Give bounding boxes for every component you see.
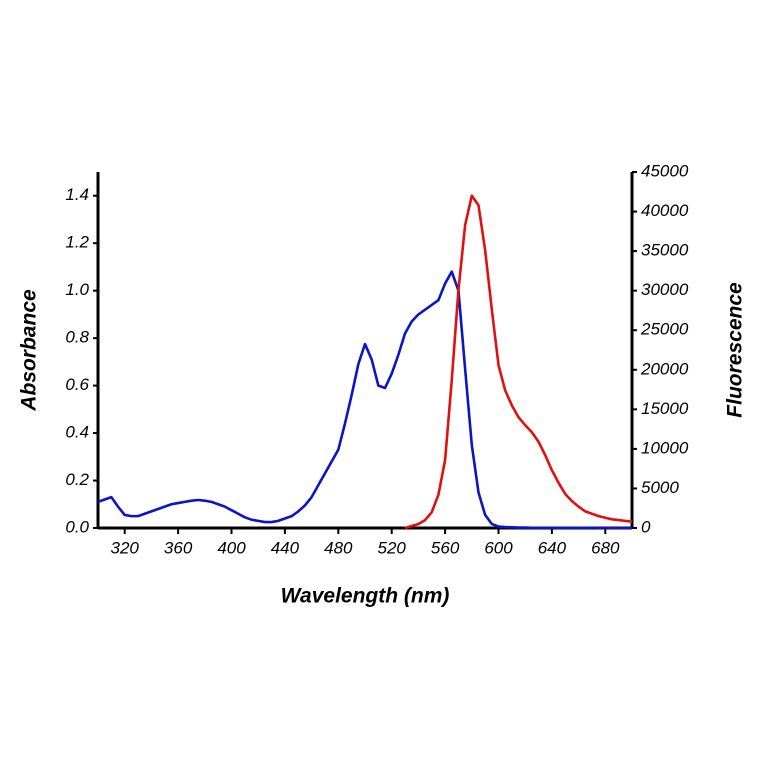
y2-tick-label: 30000 <box>641 280 689 299</box>
y-tick-label: 0.4 <box>65 423 89 442</box>
y2-tick-label: 15000 <box>641 399 689 418</box>
y2-tick-label: 0 <box>641 517 651 536</box>
y-tick-label: 0.6 <box>65 375 89 394</box>
y-tick-label: 1.2 <box>65 233 89 252</box>
y2-tick-label: 35000 <box>641 241 689 260</box>
y-tick-label: 0.2 <box>65 470 89 489</box>
x-tick-label: 400 <box>217 538 246 557</box>
x-tick-label: 560 <box>431 538 460 557</box>
x-tick-label: 480 <box>324 538 353 557</box>
y2-tick-label: 5000 <box>641 478 679 497</box>
x-tick-label: 320 <box>111 538 140 557</box>
x-tick-label: 360 <box>164 538 193 557</box>
y2-tick-label: 40000 <box>641 201 689 220</box>
data-line <box>97 270 632 530</box>
y2-tick-label: 45000 <box>641 161 689 180</box>
y2-tick-label: 25000 <box>640 320 689 339</box>
y-tick-label: 0.8 <box>65 328 89 347</box>
y-tick-label: 1.0 <box>65 280 89 299</box>
y-axis-title: Absorbance <box>18 289 41 412</box>
x-tick-label: 440 <box>271 538 300 557</box>
x-axis-title: Wavelength (nm) <box>281 585 450 608</box>
y-tick-label: 0.0 <box>65 517 89 536</box>
y-tick-label: 1.4 <box>65 185 89 204</box>
data-line <box>404 194 633 530</box>
x-tick-label: 680 <box>591 538 620 557</box>
y2-tick-label: 10000 <box>641 438 689 457</box>
y2-tick-label: 20000 <box>640 359 689 378</box>
y2-axis-title: Fluorescence <box>724 282 747 418</box>
x-tick-label: 600 <box>484 538 513 557</box>
x-tick-label: 640 <box>538 538 567 557</box>
x-tick-label: 520 <box>378 538 407 557</box>
